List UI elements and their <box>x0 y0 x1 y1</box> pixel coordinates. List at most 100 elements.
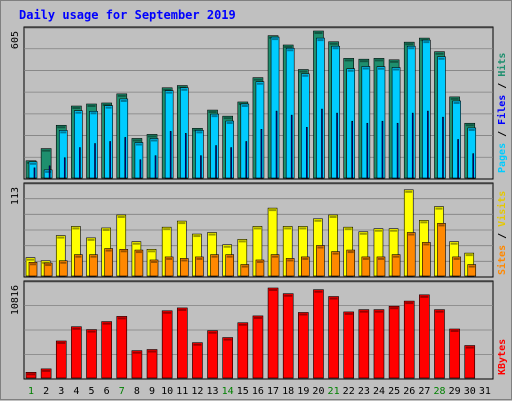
bar-kbytes <box>282 293 294 379</box>
bar-files <box>366 122 369 179</box>
bar-pages-top <box>226 122 233 125</box>
bar-pages-top <box>211 115 218 118</box>
bar-pages-top <box>377 67 384 70</box>
bar-pages <box>89 110 98 179</box>
bar-sites-top <box>135 251 142 254</box>
bar-kbytes <box>464 345 476 379</box>
bar-kbytes-top <box>253 316 262 319</box>
bar-pages <box>422 39 431 179</box>
bar-pages-top <box>272 38 279 41</box>
bar-sites <box>422 242 431 277</box>
bar-sites <box>119 249 129 277</box>
day-label: 12 <box>191 386 203 397</box>
day-label: 10 <box>161 386 173 397</box>
bar-visits-top <box>299 227 307 230</box>
bar-kbytes-top <box>72 327 81 330</box>
bar-files <box>381 120 384 179</box>
bar-visits-top <box>102 228 110 231</box>
bar-kbytes-top <box>390 307 399 310</box>
bar-hits-top <box>390 60 399 63</box>
bar-kbytes-top <box>284 294 293 297</box>
bar-kbytes <box>328 296 339 379</box>
side-label-top: Pages / Files / Hits <box>496 53 508 173</box>
bar-files <box>442 116 444 179</box>
bar-pages <box>285 47 295 179</box>
bar-kbytes <box>131 350 143 379</box>
bar-files <box>351 120 354 179</box>
bar-sites <box>467 264 477 277</box>
bar-sites-top <box>377 257 384 260</box>
bar-pages-top <box>408 47 415 50</box>
bar-kbytes <box>146 349 158 379</box>
bar-pages <box>134 142 144 179</box>
bar-kbytes <box>403 300 415 379</box>
bar-kbytes <box>267 287 279 379</box>
bar-hits-top <box>314 32 323 35</box>
day-label: 13 <box>207 386 219 397</box>
bar-pages <box>28 161 38 179</box>
bar-kbytes-top <box>314 290 323 293</box>
bar-sites <box>346 249 356 277</box>
bar-sites <box>164 256 174 277</box>
bar-sites <box>376 256 386 277</box>
bar-visits-top <box>359 232 367 235</box>
bar-kbytes <box>343 311 355 379</box>
bar-visits-top <box>163 228 171 231</box>
bar-kbytes <box>419 294 430 379</box>
bar-sites-top <box>317 246 324 249</box>
bar-pages-top <box>120 99 127 102</box>
bar-files <box>336 112 338 179</box>
bar-kbytes <box>55 340 67 379</box>
bar-files <box>321 108 323 179</box>
bar-hits-top <box>253 78 262 81</box>
bar-pages-top <box>256 82 263 85</box>
bar-sites-top <box>30 263 36 266</box>
bar-hits-top <box>405 43 414 46</box>
day-label: 21 <box>328 386 340 397</box>
bar-visits-top <box>87 238 95 241</box>
day-label: 22 <box>343 386 355 397</box>
bar-kbytes <box>222 337 233 379</box>
day-label: 20 <box>312 386 324 397</box>
bar-hits-top <box>148 135 157 138</box>
bar-sites <box>406 232 416 277</box>
bar-visits-top <box>193 235 201 238</box>
bar-sites <box>58 260 68 277</box>
bar-kbytes-top <box>208 331 217 334</box>
bar-pages <box>316 37 325 179</box>
bar-pages-top <box>347 69 354 72</box>
bar-files <box>306 127 308 179</box>
bar-sites-top <box>120 250 127 253</box>
bar-kbytes-top <box>450 330 459 333</box>
bar-kbytes-top <box>132 351 141 354</box>
bar-sites-top <box>60 261 67 264</box>
bar-visits-top <box>148 250 156 253</box>
bar-pages <box>255 81 265 179</box>
bar-hits-top <box>284 46 293 49</box>
bar-pages-top <box>166 91 173 94</box>
bar-pages <box>149 138 159 179</box>
bar-sites <box>104 248 113 277</box>
bar-kbytes-top <box>42 369 51 372</box>
bar-pages <box>391 67 401 179</box>
bar-files <box>290 114 293 179</box>
bar-kbytes-top <box>344 312 353 315</box>
bar-files <box>109 141 111 179</box>
bar-pages-top <box>317 39 324 42</box>
bar-pages <box>43 169 53 179</box>
bar-pages-top <box>135 143 142 146</box>
bar-kbytes <box>237 322 249 379</box>
day-label: 2 <box>43 386 49 397</box>
bar-sites-top <box>256 260 263 263</box>
bar-pages <box>437 56 446 179</box>
bar-visits-top <box>117 215 125 218</box>
bar-sites <box>179 258 189 277</box>
bar-pages <box>104 105 113 179</box>
bar-pages <box>74 110 83 179</box>
bar-sites <box>28 261 38 277</box>
bar-hits-top <box>344 59 353 62</box>
bar-hits-top <box>42 149 51 152</box>
bar-pages-top <box>393 68 400 71</box>
bar-pages <box>179 87 189 179</box>
